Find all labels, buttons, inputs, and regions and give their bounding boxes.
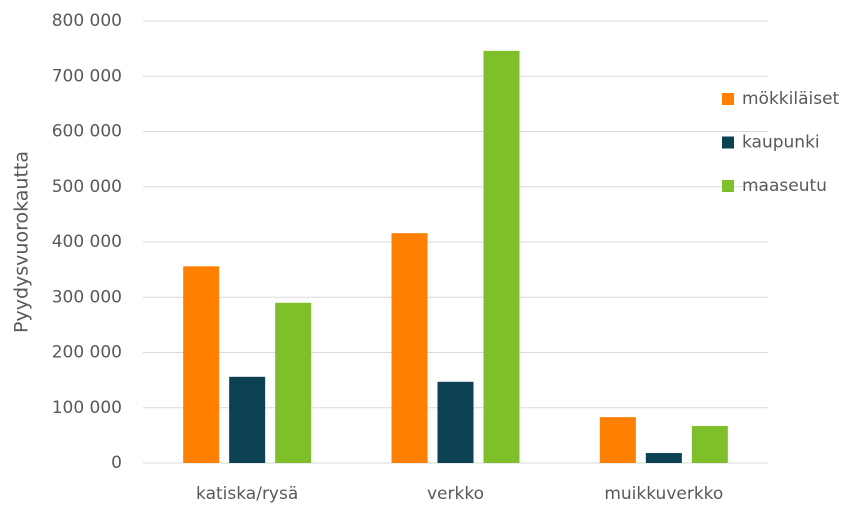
y-tick-label: 0: [111, 453, 122, 473]
bar: [275, 302, 312, 463]
y-tick-label: 100 000: [52, 398, 122, 418]
legend-swatch: [722, 136, 734, 149]
y-tick-label: 600 000: [52, 122, 122, 142]
x-tick-label: muikkuverkko: [604, 484, 723, 504]
legend-swatch: [722, 180, 734, 192]
legend-swatch: [722, 93, 734, 105]
y-tick-label: 300 000: [52, 287, 122, 307]
bar: [691, 425, 728, 463]
legend-label: mökkiläiset: [742, 89, 840, 109]
bar: [183, 266, 220, 463]
legend-label: kaupunki: [742, 133, 820, 153]
x-tick-label: verkko: [427, 484, 484, 504]
y-tick-label: 200 000: [52, 343, 122, 363]
y-tick-label: 500 000: [52, 177, 122, 197]
y-tick-label: 800 000: [52, 11, 122, 31]
y-tick-label: 400 000: [52, 232, 122, 252]
bar: [391, 233, 428, 463]
bar: [599, 417, 636, 463]
y-axis-title: Pyydysvuorokautta: [11, 151, 33, 333]
bar: [645, 453, 682, 463]
bar: [437, 381, 474, 463]
bar: [229, 376, 266, 463]
legend-label: maaseutu: [742, 176, 827, 196]
x-tick-label: katiska/rysä: [196, 484, 298, 504]
y-tick-label: 700 000: [52, 66, 122, 86]
bar: [483, 50, 520, 464]
